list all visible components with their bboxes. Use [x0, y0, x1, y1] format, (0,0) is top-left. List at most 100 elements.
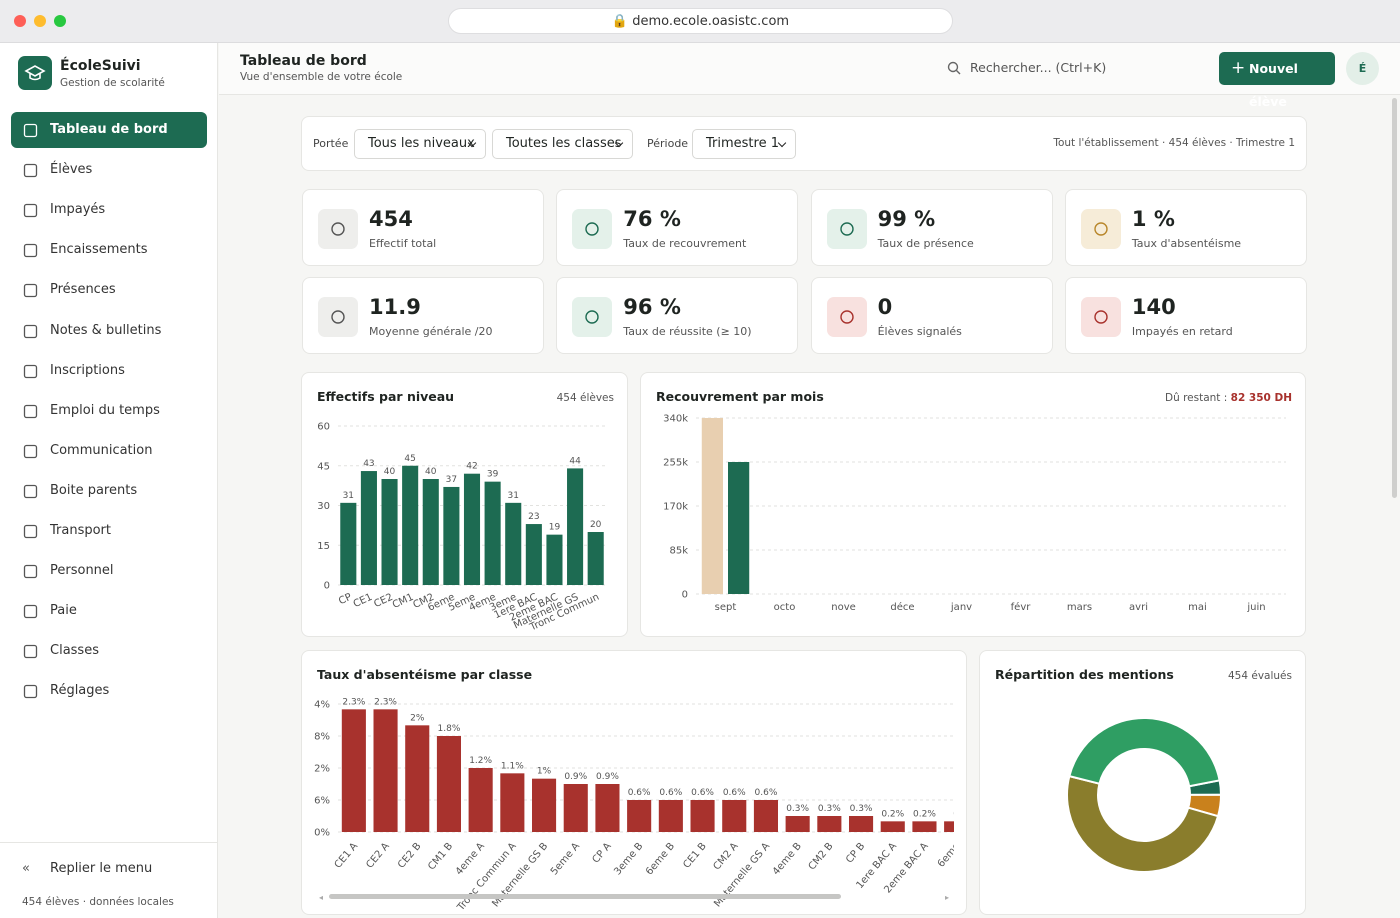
y-tick-label: 255k	[663, 458, 688, 469]
x-tick-label: Maternelle GS B	[490, 841, 550, 910]
icon-shape	[23, 244, 38, 258]
kpi-icon	[826, 209, 867, 249]
bar	[436, 736, 461, 832]
bar	[532, 778, 557, 832]
close[interactable]	[14, 15, 26, 27]
collapse-icon[interactable]: «	[22, 861, 30, 876]
x-tick-label: mars	[1067, 602, 1092, 613]
divider	[0, 842, 218, 843]
button-label: Nouvel élève	[1249, 61, 1298, 109]
value-label: 0.3%	[786, 804, 809, 814]
x-tick-label: CE1 A	[333, 841, 361, 871]
x-tick-label: 3eme B	[612, 841, 645, 878]
bar	[373, 709, 398, 832]
nav-item[interactable]: Impayés	[11, 192, 207, 228]
bar	[402, 465, 419, 585]
bar	[849, 816, 874, 832]
y-tick-label: 2%	[314, 764, 330, 775]
nav-item[interactable]: Paie	[11, 593, 207, 629]
url-bar[interactable]: 🔒 demo.ecole.oasistc.com	[448, 8, 953, 34]
nav-icon	[23, 364, 38, 378]
icon-shape	[23, 284, 38, 298]
nav-item[interactable]: Tableau de bord	[11, 112, 207, 148]
nav-icon	[23, 123, 38, 138]
logo-icon	[24, 65, 46, 81]
x-tick-label: Maternelle GS A	[712, 841, 772, 910]
scroll-left: ◂	[319, 893, 323, 902]
y-tick-label: 45	[317, 461, 330, 472]
tagline: Gestion de scolarité	[60, 77, 165, 89]
search-icon	[947, 61, 961, 75]
bar	[944, 821, 954, 832]
nav-icon	[23, 204, 38, 218]
new-student-button[interactable]: + Nouvel élève	[1219, 52, 1335, 109]
donut-slice	[1068, 717, 1221, 788]
nav-item[interactable]: Communication	[11, 433, 207, 469]
y-tick-label: 15	[317, 541, 330, 552]
header: Tableau de bord Vue d'ensemble de votre …	[219, 43, 1400, 109]
nav-item[interactable]: Personnel	[11, 553, 207, 589]
nav-item[interactable]: Notes & bulletins	[11, 313, 207, 349]
page-subtitle: Vue d'ensemble de votre école	[240, 71, 403, 83]
icon-shape	[839, 310, 854, 324]
x-tick-label: CM2 B	[807, 841, 836, 873]
h-scroll-thumb[interactable]	[329, 894, 841, 899]
nav-label: Boite parents	[50, 482, 138, 498]
nav-item[interactable]: Encaissements	[11, 232, 207, 268]
search[interactable]: Rechercher... (Ctrl+K)	[970, 60, 1107, 75]
nav-item[interactable]: Emploi du temps	[11, 393, 207, 429]
nav-icon	[23, 564, 38, 579]
bar	[722, 800, 747, 832]
kpi-card: 454 Effectif total	[302, 189, 544, 266]
kpi-card: 1 % Taux d'absentéisme	[1064, 189, 1307, 266]
bar	[912, 821, 937, 832]
zoom[interactable]	[54, 15, 66, 27]
icon-shape	[23, 444, 38, 458]
nav-item[interactable]: Boite parents	[11, 473, 207, 509]
kpi-value: 0	[877, 295, 893, 319]
minimize[interactable]	[34, 15, 46, 27]
x-tick-label: avri	[1129, 602, 1148, 613]
kpi-card: 140 Impayés en retard	[1064, 277, 1307, 354]
icon-shape	[23, 404, 38, 418]
x-tick-label: Tronc Commun A	[455, 841, 519, 914]
x-tick-label: févr	[1011, 601, 1032, 613]
nav-item[interactable]: Réglages	[11, 673, 207, 709]
bar	[595, 784, 620, 832]
bar	[381, 479, 398, 585]
bar	[525, 524, 542, 585]
note-text: 454 élèves	[557, 392, 614, 404]
y-tick-label: 8%	[314, 732, 330, 743]
nav-label: Réglages	[50, 683, 110, 699]
filter-bar: Portée Tous les niveaux Toutes les class…	[301, 116, 1307, 171]
value-label: 40	[425, 467, 437, 477]
x-tick-label: octo	[774, 602, 796, 613]
value-label: 0.6%	[691, 788, 714, 798]
bar	[728, 462, 750, 594]
nav-item[interactable]: Inscriptions	[11, 353, 207, 389]
class-select[interactable]: Toutes les classes	[492, 129, 633, 159]
collapse-menu[interactable]: Replier le menu	[50, 861, 153, 876]
value-label: 0.9%	[596, 772, 619, 782]
x-tick-label: sept	[715, 602, 737, 613]
icon	[331, 222, 345, 236]
avatar[interactable]: É	[1346, 52, 1379, 85]
kpi-icon	[572, 209, 613, 249]
value-label: 0.3%	[818, 804, 841, 814]
scrollbar[interactable]	[1392, 98, 1397, 498]
bar	[505, 502, 522, 585]
bar	[701, 418, 723, 594]
nav-item[interactable]: Présences	[11, 272, 207, 308]
chart-note: 454 évalués	[1228, 670, 1292, 682]
nav-label: Emploi du temps	[50, 402, 160, 418]
kpi-icon	[826, 297, 867, 337]
value-label: 0.9%	[564, 772, 587, 782]
nav-item[interactable]: Transport	[11, 513, 207, 549]
period-select[interactable]: Trimestre 1	[692, 129, 796, 159]
icon	[585, 222, 599, 236]
nav-item[interactable]: Élèves	[11, 152, 207, 188]
nav-item[interactable]: Classes	[11, 633, 207, 669]
level-select[interactable]: Tous les niveaux	[354, 129, 486, 159]
nav-icon	[23, 484, 38, 499]
value-label: 0	[953, 809, 959, 819]
